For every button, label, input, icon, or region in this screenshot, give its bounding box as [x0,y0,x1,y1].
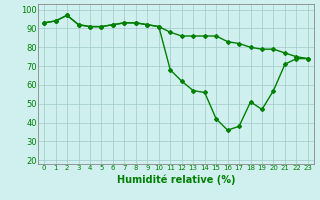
X-axis label: Humidité relative (%): Humidité relative (%) [117,174,235,185]
